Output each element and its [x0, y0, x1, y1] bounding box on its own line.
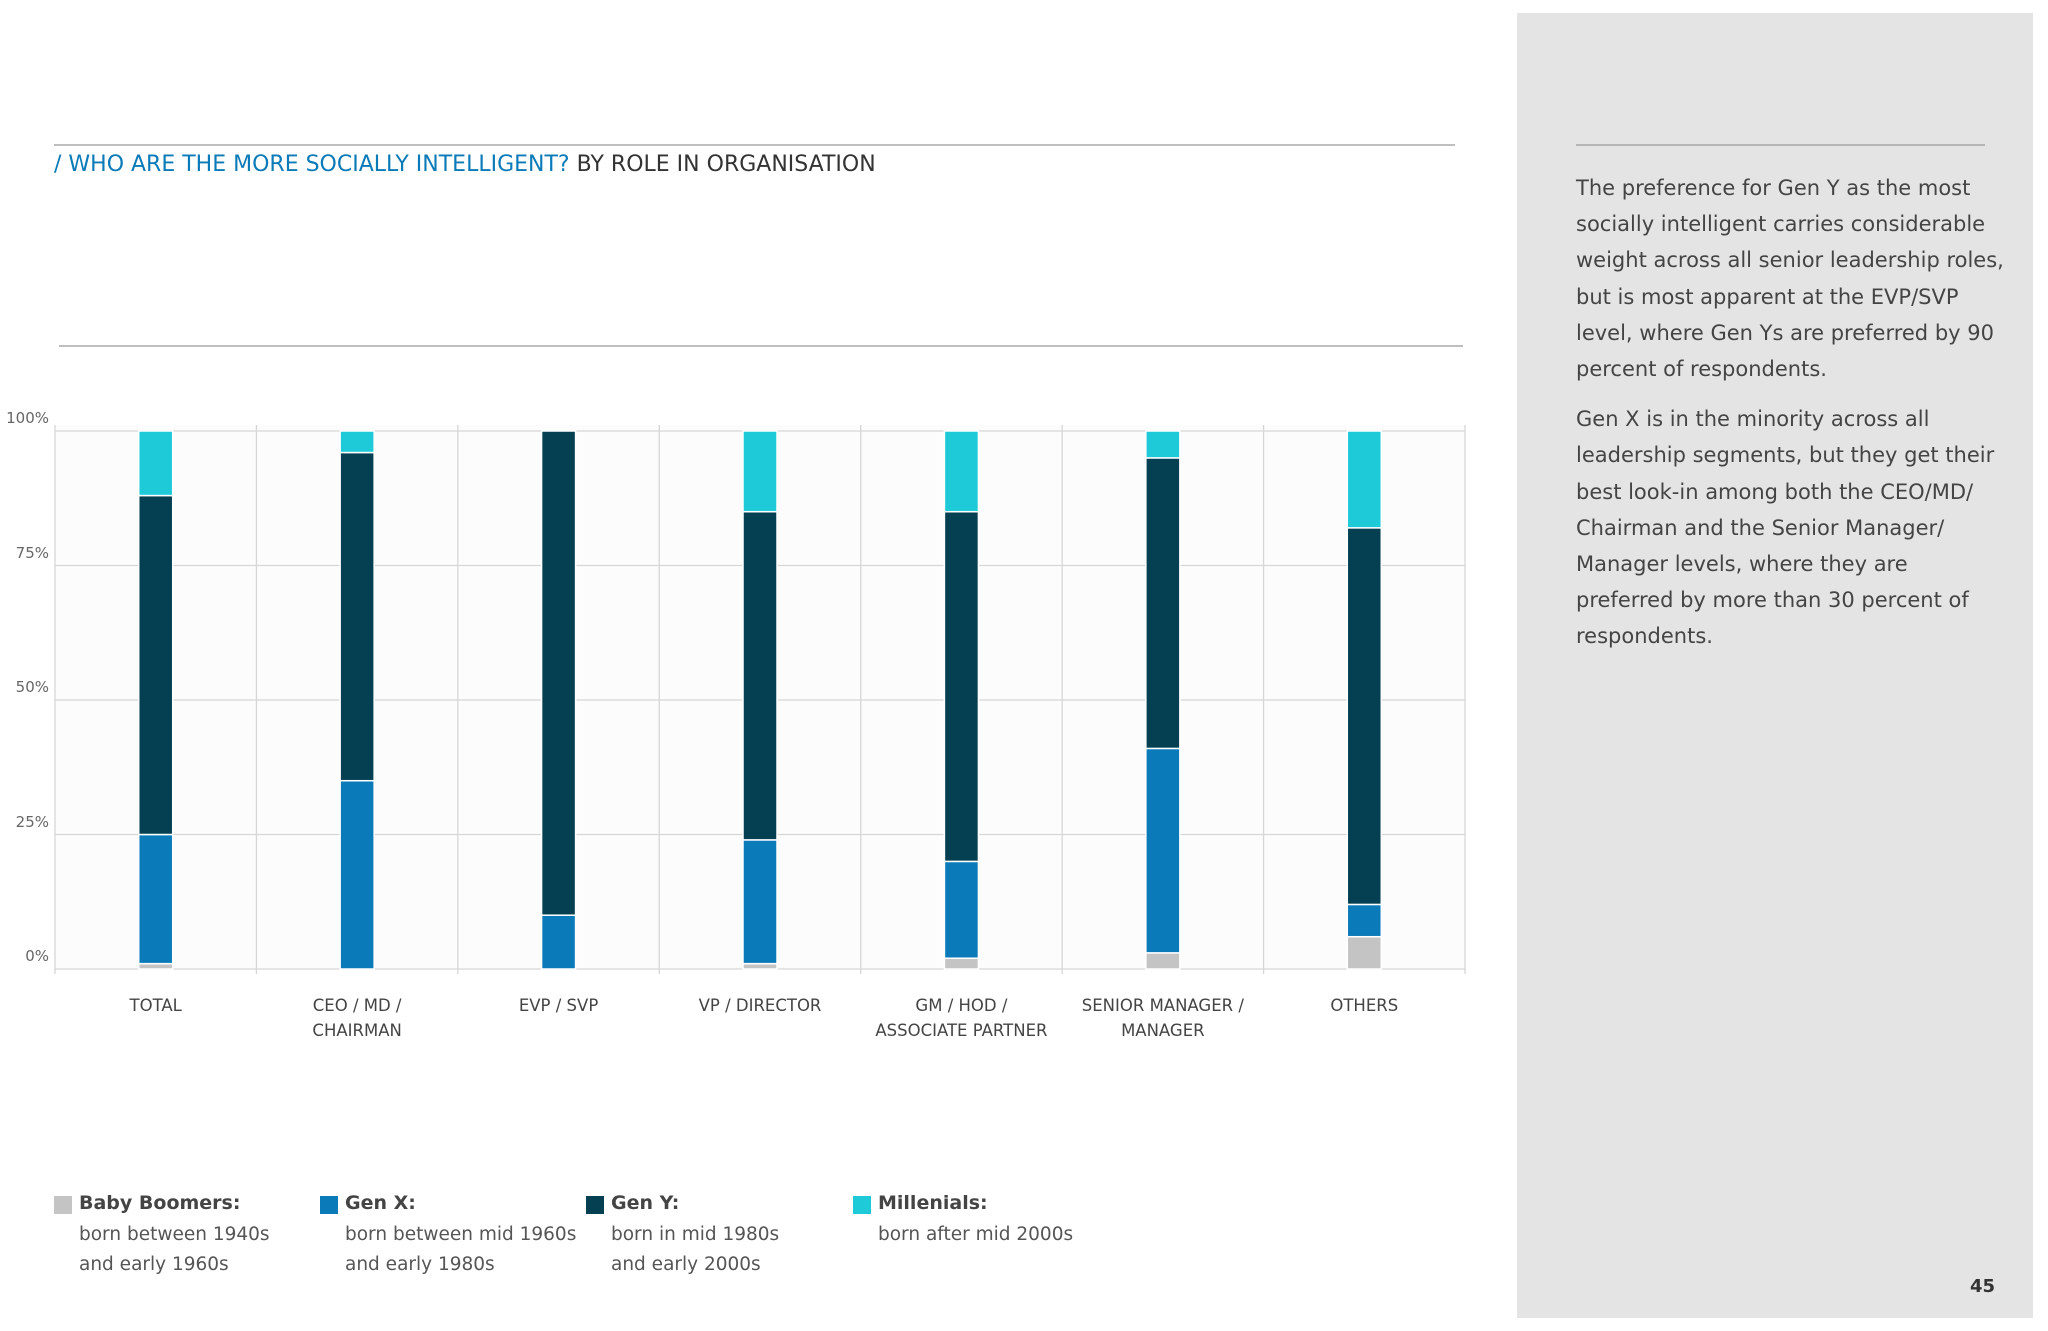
bar-segment	[137, 833, 174, 965]
bar-segment	[742, 430, 778, 513]
bar-segment	[137, 430, 174, 497]
x-tick-label: GM / HOD / ASSOCIATE PARTNER	[875, 996, 1048, 1040]
legend-description: born between mid 1960s and early 1980s	[345, 1224, 577, 1275]
legend-swatch	[586, 1196, 604, 1214]
x-tick-label: TOTAL	[129, 996, 182, 1015]
title-main: / WHO ARE THE MORE SOCIALLY INTELLIGENT?	[54, 152, 570, 177]
legend-label: Millenials:	[878, 1192, 988, 1214]
bar-segment	[1145, 457, 1181, 750]
title-sub: BY ROLE IN ORGANISATION	[576, 152, 876, 177]
y-tick-label: 75%	[15, 543, 49, 562]
x-tick-label: OTHERS	[1330, 996, 1399, 1015]
bar-segment	[339, 451, 375, 782]
bar-segment	[137, 962, 174, 970]
legend-label: Gen Y:	[611, 1192, 680, 1214]
bar-segment	[1145, 430, 1181, 459]
bar-segment	[742, 510, 778, 841]
legend-description: born between 1940s and early 1960s	[79, 1224, 270, 1275]
sidebar-panel	[1517, 13, 2033, 1318]
bar-segment	[1145, 952, 1181, 970]
paragraph: The preference for Gen Y as the most soc…	[1576, 176, 2004, 382]
legend-label: Gen X:	[345, 1192, 416, 1214]
page-number: 45	[1970, 1276, 1996, 1297]
x-tick-label: CEO / MD / CHAIRMAN	[312, 996, 402, 1040]
y-tick-label: 0%	[25, 947, 49, 965]
bar-segment	[943, 860, 980, 959]
x-tick-label: VP / DIRECTOR	[698, 996, 822, 1015]
legend-label: Baby Boomers:	[79, 1192, 241, 1214]
bar-segment	[540, 914, 577, 970]
bar-segment	[1145, 747, 1181, 954]
y-tick-label: 50%	[15, 678, 49, 696]
bar-segment	[742, 962, 778, 970]
chart-title: / WHO ARE THE MORE SOCIALLY INTELLIGENT?…	[54, 152, 876, 177]
bar-segment	[540, 430, 577, 916]
legend-swatch	[320, 1196, 338, 1214]
bar-segment	[943, 430, 980, 513]
bar-segment	[137, 494, 174, 836]
bar-segment	[742, 839, 778, 965]
bar-segment	[1346, 935, 1383, 970]
bar-segment	[339, 779, 375, 970]
x-tick-label: EVP / SVP	[518, 996, 599, 1015]
y-tick-label: 25%	[15, 812, 49, 831]
bar-segment	[1346, 903, 1383, 938]
x-tick-label: SENIOR MANAGER / MANAGER	[1081, 996, 1244, 1040]
y-tick-label: 100%	[6, 409, 49, 427]
bar-segment	[1346, 527, 1383, 906]
legend-description: born after mid 2000s	[878, 1224, 1074, 1245]
bar-segment	[943, 510, 980, 863]
bar-segment	[339, 430, 375, 454]
paragraph: Gen X is in the minority across all lead…	[1576, 407, 1995, 649]
legend-swatch	[853, 1196, 871, 1214]
legend-swatch	[54, 1196, 72, 1214]
legend-description: born in mid 1980s and early 2000s	[611, 1224, 780, 1275]
sidebar-text: The preference for Gen Y as the most soc…	[1576, 170, 2006, 669]
bar-segment	[943, 957, 980, 970]
bar-segment	[1346, 430, 1383, 529]
